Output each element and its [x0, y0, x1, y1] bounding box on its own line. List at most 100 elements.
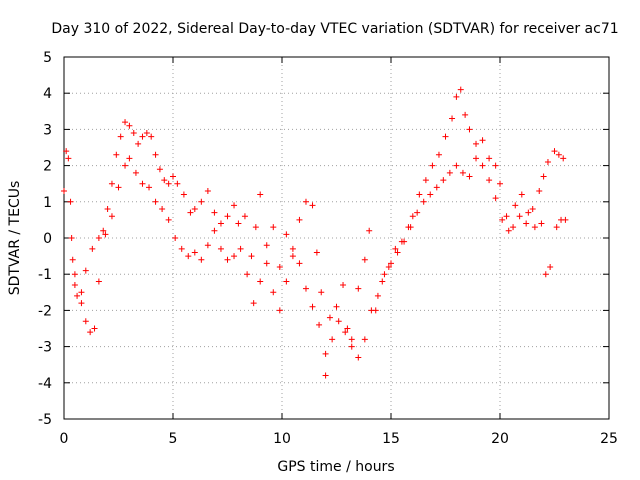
data-point [479, 162, 486, 169]
x-tick-label: 25 [600, 431, 618, 447]
data-point [379, 278, 386, 285]
data-point [333, 303, 340, 310]
data-point [446, 169, 453, 176]
data-point [65, 155, 72, 162]
data-point [270, 224, 277, 231]
data-point [296, 216, 303, 223]
y-tick-label: 1 [43, 195, 52, 211]
data-point [531, 224, 538, 231]
data-point [309, 202, 316, 209]
data-point [82, 267, 89, 274]
data-point [497, 180, 503, 187]
data-point [122, 119, 129, 126]
data-point [89, 245, 96, 252]
data-point [82, 318, 89, 325]
data-point [165, 180, 172, 187]
data-point [276, 263, 283, 270]
data-point [440, 177, 447, 184]
y-tick-label: 5 [43, 50, 52, 66]
data-point [241, 213, 248, 220]
data-point [466, 126, 473, 133]
data-point [401, 238, 408, 245]
data-point [385, 263, 392, 270]
data-point [302, 285, 309, 292]
y-tick-label: -2 [38, 303, 52, 319]
data-point [78, 289, 85, 296]
data-point [217, 220, 224, 227]
data-point [224, 213, 231, 220]
data-point [165, 216, 172, 223]
data-point [523, 220, 530, 227]
data-point [211, 227, 218, 234]
data-point [108, 213, 115, 220]
x-tick-label: 10 [273, 431, 291, 447]
data-point [366, 227, 373, 234]
data-point [104, 206, 111, 213]
data-point [551, 148, 558, 155]
data-point [139, 133, 146, 140]
data-point [442, 133, 449, 140]
data-point [499, 216, 506, 223]
data-point [335, 318, 342, 325]
data-point [68, 235, 75, 241]
data-point [139, 180, 146, 187]
data-point [113, 151, 120, 158]
series-points [71, 155, 569, 361]
data-point [355, 285, 362, 292]
data-point [283, 231, 290, 238]
data-point [91, 325, 98, 332]
data-point [71, 271, 78, 278]
data-point [152, 198, 159, 205]
data-point [309, 303, 316, 310]
data-point [69, 256, 76, 263]
data-point [95, 278, 102, 285]
data-point [231, 202, 238, 209]
data-point [316, 321, 323, 328]
data-point [132, 169, 139, 176]
data-point [61, 187, 67, 194]
data-point [361, 336, 368, 343]
data-point [462, 111, 469, 118]
data-point [100, 227, 107, 234]
y-axis-label: SDTVAR / TECUs [7, 181, 23, 296]
chart-title: Day 310 of 2022, Sidereal Day-to-day VTE… [51, 21, 618, 37]
data-point [505, 227, 512, 234]
x-axis-label: GPS time / hours [277, 459, 394, 475]
data-point [302, 198, 309, 205]
data-point [368, 307, 375, 314]
data-point [361, 256, 368, 263]
y-tick-label: -4 [38, 376, 52, 392]
data-point [87, 329, 94, 336]
data-point [340, 282, 347, 289]
series-points [61, 86, 567, 379]
data-point [235, 220, 242, 227]
data-point [457, 86, 464, 93]
data-point [198, 256, 205, 263]
data-point [187, 209, 194, 216]
data-point [394, 249, 401, 256]
x-tick-label: 15 [382, 431, 400, 447]
data-point [71, 282, 78, 289]
data-point [435, 151, 442, 158]
data-point [178, 245, 185, 252]
data-point [224, 256, 231, 263]
data-point [466, 173, 473, 180]
data-point [159, 206, 166, 213]
data-point [78, 300, 85, 307]
data-point [388, 260, 394, 267]
x-tick-label: 0 [60, 431, 69, 447]
data-point [562, 216, 569, 223]
data-point [459, 169, 466, 176]
data-point [185, 253, 192, 260]
data-point [74, 292, 81, 299]
data-point [135, 140, 142, 147]
data-point [204, 187, 211, 194]
data-point [257, 278, 264, 285]
y-tick-label: 2 [43, 159, 52, 175]
data-point [492, 162, 499, 169]
data-point [348, 336, 355, 343]
data-point [172, 235, 179, 241]
data-point [381, 271, 388, 278]
data-point [326, 314, 333, 321]
data-point [555, 151, 562, 158]
